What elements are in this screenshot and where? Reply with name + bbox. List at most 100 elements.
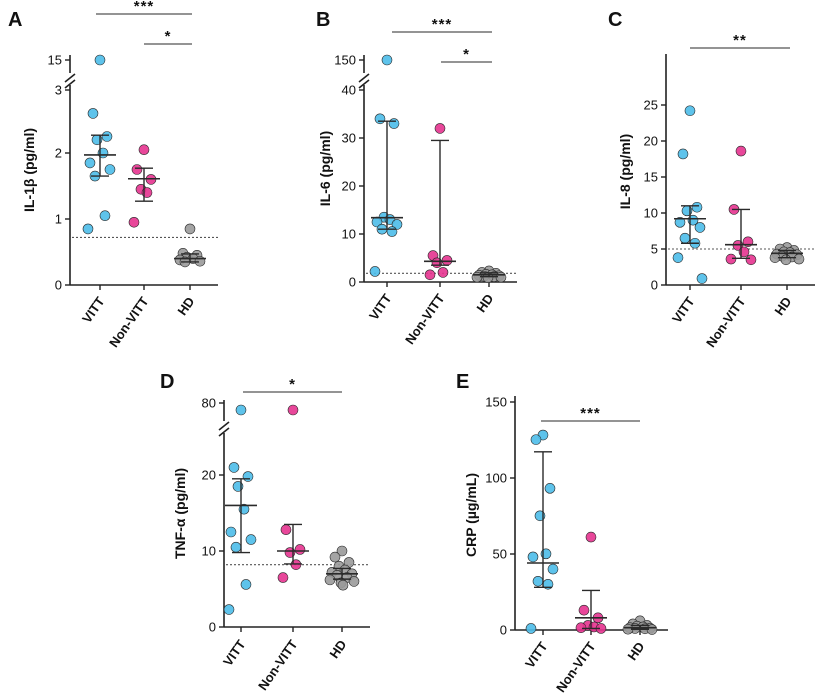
data-point-vitt xyxy=(696,273,708,284)
data-point-nonvitt xyxy=(277,572,289,583)
significance-label: *** xyxy=(432,16,453,33)
data-point-hd xyxy=(324,574,336,586)
data-point-vitt xyxy=(691,201,703,213)
panel-letter-d: D xyxy=(160,371,174,393)
data-point-vitt xyxy=(242,471,254,482)
data-point-vitt xyxy=(525,623,537,634)
data-point-nonvitt xyxy=(441,255,453,266)
y-tick-label: 15 xyxy=(644,170,658,185)
data-point-vitt xyxy=(240,579,252,590)
panel-letter-c: C xyxy=(608,9,622,31)
data-point-vitt xyxy=(679,232,691,244)
panel-d: D TNF-α (pg/ml) 0 10 20 80 VITT Non-VITT HD * xyxy=(160,371,370,693)
y-axis-label: CRP (µg/mL) xyxy=(463,473,479,557)
data-point-vitt xyxy=(694,222,706,233)
significance-label: *** xyxy=(580,405,601,422)
data-point-vitt xyxy=(82,223,94,235)
data-point-vitt xyxy=(99,210,111,221)
data-point-vitt xyxy=(235,404,247,416)
y-axis-label: IL-8 (pg/ml) xyxy=(617,134,633,209)
data-point-vitt xyxy=(228,462,240,473)
y-tick-label: 3 xyxy=(55,83,62,98)
y-tick-label: 2 xyxy=(55,146,62,161)
data-point-vitt xyxy=(672,252,684,263)
data-point-vitt xyxy=(374,113,386,125)
x-category-label: HD xyxy=(771,294,794,318)
x-category-label: Non-VITT xyxy=(703,294,748,350)
panel-letter-e: E xyxy=(456,371,469,393)
data-point-hd xyxy=(780,254,792,266)
x-category-label: VITT xyxy=(522,639,550,671)
data-point-nonvitt xyxy=(280,524,292,536)
panel-b: B IL-6 (pg/ml) 0 10 20 30 40 150 VITT Non-VITT HD *… xyxy=(316,9,517,347)
data-point-nonvitt xyxy=(725,253,737,265)
data-point-vitt xyxy=(104,164,116,175)
data-point-vitt xyxy=(674,217,686,228)
data-point-nonvitt xyxy=(434,123,446,134)
x-category-label: HD xyxy=(174,294,197,318)
panel-c: C IL-8 (pg/ml) 0 5 10 15 20 25 VITT Non-VITT HD ** xyxy=(608,9,815,350)
significance-label: * xyxy=(165,28,172,45)
x-category-label: VITT xyxy=(79,294,107,326)
data-point-nonvitt xyxy=(128,217,140,228)
y-axis-label: TNF-α (pg/ml) xyxy=(172,468,188,559)
y-axis-label: IL-6 (pg/ml) xyxy=(317,131,333,206)
data-point-nonvitt xyxy=(437,267,449,278)
data-point-hd xyxy=(184,223,196,235)
y-tick-label: 20 xyxy=(644,134,658,149)
x-category-label: Non-VITT xyxy=(106,294,151,350)
data-point-hd xyxy=(336,545,348,557)
data-point-nonvitt xyxy=(575,622,587,634)
y-tick-label: 100 xyxy=(485,471,507,486)
y-tick-label: 0 xyxy=(651,278,658,293)
y-tick-label: 0 xyxy=(209,620,216,635)
significance-label: * xyxy=(463,46,470,63)
y-tick-label: 10 xyxy=(342,227,356,242)
y-tick-label: 150 xyxy=(334,53,356,68)
data-point-vitt xyxy=(225,526,237,538)
x-category-label: Non-VITT xyxy=(553,639,598,695)
y-tick-label: 10 xyxy=(644,206,658,221)
data-point-vitt xyxy=(544,483,556,494)
y-tick-label: 20 xyxy=(342,179,356,194)
data-point-nonvitt xyxy=(131,164,143,175)
data-point-vitt xyxy=(386,226,398,237)
axis-break-mark xyxy=(358,73,370,83)
data-point-nonvitt xyxy=(735,145,747,157)
data-point-nonvitt xyxy=(585,531,597,543)
data-point-vitt xyxy=(547,563,559,575)
data-point-vitt xyxy=(101,131,113,142)
data-point-hd xyxy=(348,576,360,587)
panel-e: E CRP (µg/mL) 0 50 100 150 VITT Non-VITT HD *** xyxy=(456,371,668,695)
y-tick-label: 10 xyxy=(202,544,216,559)
y-tick-label: 0 xyxy=(349,275,356,290)
axis-break-mark xyxy=(64,79,76,89)
data-point-vitt xyxy=(245,534,257,545)
data-point-vitt xyxy=(230,541,242,553)
data-point-vitt xyxy=(223,604,235,615)
panel-letter-a: A xyxy=(8,9,22,31)
x-category-label: HD xyxy=(473,291,496,315)
significance-label: * xyxy=(289,376,296,393)
y-tick-label: 25 xyxy=(644,98,658,113)
y-tick-label: 20 xyxy=(202,468,216,483)
data-point-nonvitt xyxy=(424,269,436,281)
data-point-nonvitt xyxy=(578,604,590,616)
data-point-vitt xyxy=(381,54,393,66)
data-point-vitt xyxy=(391,219,403,230)
y-tick-label: 150 xyxy=(485,395,507,410)
data-point-hd xyxy=(329,551,341,563)
data-point-vitt xyxy=(94,54,106,66)
axis-break-mark xyxy=(64,73,76,83)
data-point-nonvitt xyxy=(287,404,299,416)
panel-letter-b: B xyxy=(316,9,330,31)
data-point-hd xyxy=(337,579,349,591)
y-tick-label: 1 xyxy=(55,212,62,227)
x-category-label: HD xyxy=(624,639,647,663)
axis-break-mark xyxy=(358,79,370,89)
data-point-vitt xyxy=(84,157,96,169)
data-point-vitt xyxy=(530,434,542,445)
y-tick-label: 50 xyxy=(493,547,507,562)
